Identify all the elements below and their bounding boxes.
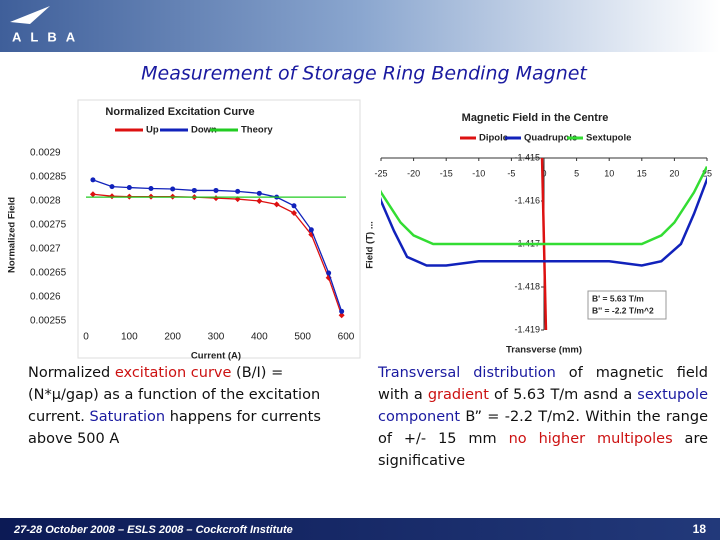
caption-segment: Transversal distribution [378,365,556,381]
x-tick-label: 400 [251,332,268,343]
x-tick-label: 25 [702,168,712,178]
y-tick-label: 0.00255 [30,316,67,327]
marker [191,187,197,193]
caption-segment: happens for currents above 500 A [28,409,321,447]
marker [308,227,314,233]
chart-frame [77,99,361,359]
legend-label: Sextupole [586,133,631,144]
y-tick-label: 0.0028 [30,196,61,207]
caption-segment: B” = -2.2 T/m2. Within the range of +/- … [378,409,708,447]
x-tick-label: -15 [440,168,453,178]
y-axis-label: Normalized Field [7,197,18,273]
caption-segment: excitation curve [114,365,232,381]
legend-label: Up [146,125,159,136]
footer-band [0,518,720,540]
marker [213,187,219,193]
x-tick-label: -10 [472,168,485,178]
y-tick-label: -1.419 [514,324,540,334]
page-number: 18 [693,522,707,536]
y-tick-label: -1.418 [514,281,540,291]
x-tick-label: 600 [338,332,355,343]
legend-label: Quadrupole [524,133,577,144]
x-tick-label: 100 [121,332,138,343]
x-tick-label: -20 [407,168,420,178]
marker [273,201,280,208]
x-tick-label: 0 [541,168,546,178]
slide-title: Measurement of Storage Ring Bending Magn… [141,63,588,85]
marker [148,186,154,192]
caption-segment: (B/I) = (N*μ/gap) as a function of the e… [28,365,321,425]
y-tick-label: 0.00265 [30,268,67,279]
series-line [92,179,343,312]
logo-mark [10,6,50,24]
y-tick-label: 0.0029 [30,148,61,159]
y-tick-label: -1.415 [514,152,540,162]
x-tick-label: -25 [374,168,387,178]
caption-segment: Normalized [28,365,115,381]
caption-segment: gradient [427,387,489,403]
marker [109,184,115,190]
marker [90,177,96,183]
marker [339,308,345,314]
caption-segment: no higher multipoles [508,431,673,447]
x-tick-label: 500 [294,332,311,343]
caption-segment: of 5.63 T/m asnd a [488,387,638,403]
y-tick-label: -1.416 [514,195,540,205]
marker [235,188,241,194]
x-axis-label: Current (A) [191,351,241,362]
x-tick-label: 200 [164,332,181,343]
x-tick-label: 0 [83,332,89,343]
series-line [381,166,707,246]
legend-label: Theory [241,125,273,136]
caption-segment: are significative [378,431,709,469]
marker [326,270,332,276]
x-axis-label: Transverse (mm) [506,345,582,356]
caption-left: Normalized excitation curve (B/I) = (N*μ… [28,362,350,450]
chart-title: Normalized Excitation Curve [105,106,254,118]
marker [256,198,263,204]
x-tick-label: 10 [604,168,614,178]
y-axis-label: Field (T) ... [365,221,376,269]
marker [338,312,345,319]
y-tick-label: 0.00285 [30,172,67,183]
caption-right: Transversal distribution of magnetic fie… [378,362,708,472]
annotation-box [587,290,667,320]
header-band [0,0,720,52]
marker [291,210,297,216]
annotation: B'' = -2.2 T/m^2 [592,305,654,315]
footer-text: 27-28 October 2008 – ESLS 2008 – Cockcro… [13,524,293,536]
series-line [381,175,707,267]
legend-label: Down [191,125,217,136]
marker [170,186,176,192]
plot-area [381,157,707,331]
logo: ALBA [12,29,84,44]
caption-segment: sextupole component [378,387,708,425]
caption-segment: of magnetic field with a [378,365,708,403]
plot-area [86,177,346,319]
x-tick-label: 15 [637,168,647,178]
marker [89,191,96,198]
y-tick-label: 0.0026 [30,292,61,303]
annotation: B' = 5.63 T/m [592,293,644,303]
y-tick-label: 0.00275 [30,220,67,231]
x-tick-label: -5 [507,168,515,178]
legend-label: Dipole [479,133,508,144]
chart-title: Magnetic Field in the Centre [462,112,609,124]
x-tick-label: 300 [208,332,225,343]
x-tick-label: 20 [669,168,679,178]
marker [256,190,262,196]
x-tick-label: 5 [574,168,579,178]
caption-segment: Saturation [89,409,166,425]
marker [291,203,297,209]
y-tick-label: 0.0027 [30,244,61,255]
marker [126,185,132,191]
